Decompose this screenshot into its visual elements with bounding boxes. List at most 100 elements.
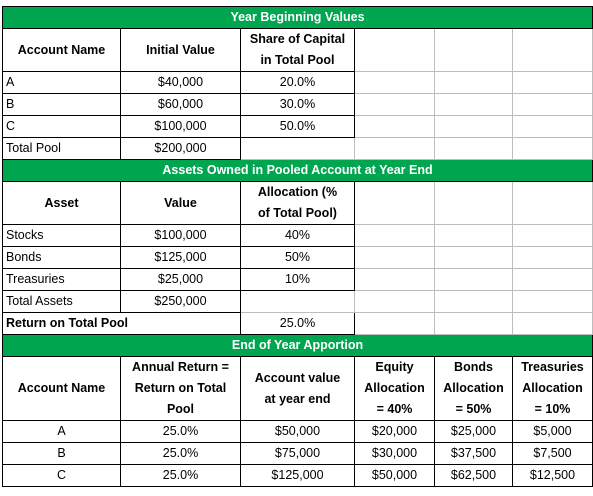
data-cell: 30.0% [240,93,355,116]
empty-cell [354,28,435,72]
header-line: Equity [375,360,414,374]
data-cell: 25.0% [120,442,241,465]
data-cell: $40,000 [120,71,241,94]
empty-cell [354,246,435,269]
data-row: Bonds $125,000 50% [2,246,593,269]
data-cell: B [2,93,121,116]
data-cell: $37,500 [434,442,513,465]
data-row: B 25.0% $75,000 $30,000 $37,500 $7,500 [2,442,593,465]
data-cell: $25,000 [434,420,513,443]
header-cell: Equity Allocation = 40% [354,356,435,421]
data-cell: C [2,115,121,138]
sheet-body: Year Beginning Values Account Name Initial… [2,6,593,487]
header-line: of Total Pool) [258,206,337,220]
summary-row: Return on Total Pool 25.0% [2,312,593,335]
header-line: Return on Total [134,381,227,395]
data-cell: Total Pool [2,137,121,160]
empty-cell [354,290,435,313]
empty-cell [354,93,435,116]
data-cell: $50,000 [354,464,435,487]
empty-cell [512,71,593,94]
empty-cell [434,246,513,269]
data-cell: 25.0% [120,464,241,487]
header-row: Account Name Initial Value Share of Capita… [2,28,593,72]
empty-cell [240,137,355,160]
empty-cell [354,181,435,225]
header-cell: Share of Capital in Total Pool [240,28,355,72]
data-cell: B [2,442,121,465]
data-cell: A [2,71,121,94]
header-line: Allocation [443,381,504,395]
empty-cell [512,137,593,160]
title-row: End of Year Apportion [2,334,593,357]
empty-cell [434,290,513,313]
header-row: Asset Value Allocation (% of Total Pool) [2,181,593,225]
title-row: Assets Owned in Pooled Account at Year E… [2,159,593,182]
empty-cell [240,290,355,313]
data-cell: $60,000 [120,93,241,116]
data-cell: 50.0% [240,115,355,138]
header-cell: Asset [2,181,121,225]
empty-cell [354,71,435,94]
data-cell: $250,000 [120,290,241,313]
empty-cell [512,246,593,269]
empty-cell [512,181,593,225]
data-cell: $62,500 [434,464,513,487]
data-cell: 50% [240,246,355,269]
empty-cell [354,268,435,291]
empty-cell [354,312,435,335]
header-line: Initial Value [146,42,215,57]
empty-cell [512,312,593,335]
empty-cell [434,268,513,291]
data-cell: $5,000 [512,420,593,443]
header-line: Allocation (% [257,185,338,199]
data-row: A $40,000 20.0% [2,71,593,94]
empty-cell [434,93,513,116]
header-line: Allocation [364,381,425,395]
header-cell: Treasuries Allocation = 10% [512,356,593,421]
data-cell: Bonds [2,246,121,269]
data-cell: $25,000 [120,268,241,291]
data-cell: Treasuries [2,268,121,291]
empty-cell [434,224,513,247]
data-row: C $100,000 50.0% [2,115,593,138]
header-line: in Total Pool [260,53,335,67]
data-row: Stocks $100,000 40% [2,224,593,247]
header-cell: Bonds Allocation = 50% [434,356,513,421]
header-line: Share of Capital [249,32,346,46]
data-cell: C [2,464,121,487]
data-cell: $75,000 [240,442,355,465]
empty-cell [512,115,593,138]
data-cell: 40% [240,224,355,247]
empty-cell [512,224,593,247]
data-cell: 20.0% [240,71,355,94]
data-row: B $60,000 30.0% [2,93,593,116]
empty-cell [512,268,593,291]
data-cell: $125,000 [240,464,355,487]
data-cell: Total Assets [2,290,121,313]
header-row: Account Name Annual Return = Return on Tot… [2,356,593,421]
header-line: Treasuries [521,360,584,374]
header-line: Value [164,195,197,210]
data-row: Total Assets $250,000 [2,290,593,313]
title-row: Year Beginning Values [2,6,593,29]
header-cell: Account value at year end [240,356,355,421]
data-row: Total Pool $200,000 [2,137,593,160]
empty-cell [434,137,513,160]
data-cell: A [2,420,121,443]
data-cell: $20,000 [354,420,435,443]
header-line: Asset [44,195,79,210]
header-cell: Allocation (% of Total Pool) [240,181,355,225]
header-cell: Account Name [2,356,121,421]
header-line: Account Name [17,381,106,395]
header-line: Pool [166,402,195,416]
header-cell: Account Name [2,28,121,72]
data-cell: $200,000 [120,137,241,160]
empty-cell [512,28,593,72]
data-row: C 25.0% $125,000 $50,000 $62,500 $12,500 [2,464,593,487]
data-cell: $50,000 [240,420,355,443]
data-cell: $100,000 [120,115,241,138]
data-row: Treasuries $25,000 10% [2,268,593,291]
spreadsheet: Year Beginning Values Account Name Initial… [2,6,593,487]
